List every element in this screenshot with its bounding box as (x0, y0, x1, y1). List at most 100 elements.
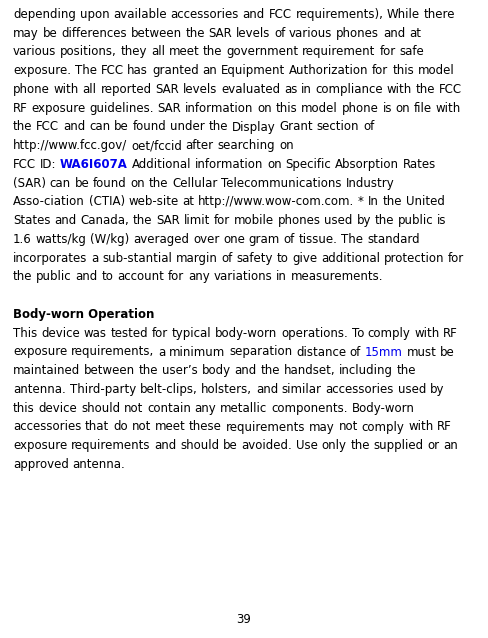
Text: tested: tested (110, 327, 148, 340)
Text: has: has (127, 64, 148, 77)
Text: RF: RF (13, 101, 28, 115)
Text: available: available (113, 8, 166, 21)
Text: the: the (383, 195, 402, 209)
Text: handset,: handset, (284, 364, 335, 377)
Text: differences: differences (61, 27, 126, 40)
Text: the: the (185, 27, 205, 40)
Text: the: the (375, 214, 394, 227)
Text: safe: safe (399, 45, 424, 59)
Text: for: for (448, 252, 465, 265)
Text: this: this (392, 64, 414, 77)
Text: contain: contain (147, 402, 191, 415)
Text: the: the (416, 83, 435, 96)
Text: Additional: Additional (132, 158, 191, 171)
Text: of: of (274, 27, 285, 40)
Text: section: section (317, 121, 359, 133)
Text: or: or (427, 439, 440, 452)
Text: of: of (284, 233, 295, 246)
Text: meet: meet (155, 420, 185, 433)
Text: the: the (13, 271, 33, 283)
Text: with: with (414, 327, 440, 340)
Text: Body-worn Operation: Body-worn Operation (13, 308, 154, 321)
Text: levels: levels (236, 27, 270, 40)
Text: To: To (351, 327, 364, 340)
Text: components.: components. (271, 402, 347, 415)
Text: the: the (397, 364, 416, 377)
Text: must: must (407, 346, 436, 359)
Text: that: that (85, 420, 109, 433)
Text: of: of (222, 252, 233, 265)
Text: user’s: user’s (162, 364, 198, 377)
Text: the: the (139, 364, 159, 377)
Text: by: by (356, 214, 371, 227)
Text: Cellular: Cellular (172, 177, 218, 189)
Text: antenna.: antenna. (73, 458, 125, 471)
Text: separation: separation (229, 346, 292, 359)
Text: be: be (75, 177, 89, 189)
Text: SAR: SAR (155, 83, 179, 96)
Text: they: they (121, 45, 147, 59)
Text: and: and (154, 439, 177, 452)
Text: States: States (13, 214, 50, 227)
Text: comply: comply (362, 420, 405, 433)
Text: supplied: supplied (374, 439, 424, 452)
Text: as: as (284, 83, 297, 96)
Text: be: be (42, 27, 57, 40)
Text: United: United (406, 195, 445, 209)
Text: account: account (117, 271, 164, 283)
Text: for: for (168, 271, 184, 283)
Text: be: be (440, 346, 455, 359)
Text: maintained: maintained (13, 364, 80, 377)
Text: this: this (13, 402, 35, 415)
Text: (W/kg): (W/kg) (90, 233, 129, 246)
Text: The: The (75, 64, 97, 77)
Text: metallic: metallic (220, 402, 267, 415)
Text: RF: RF (443, 327, 458, 340)
Text: between: between (84, 364, 135, 377)
Text: a: a (91, 252, 99, 265)
Text: the: the (133, 214, 152, 227)
Text: found: found (133, 121, 166, 133)
Text: found: found (93, 177, 127, 189)
Text: sub-stantial: sub-stantial (102, 252, 172, 265)
Text: 15mm: 15mm (365, 346, 403, 359)
Text: can: can (89, 121, 110, 133)
Text: for: for (372, 64, 388, 77)
Text: tissue.: tissue. (299, 233, 338, 246)
Text: requirements),: requirements), (295, 8, 383, 21)
Text: device: device (41, 327, 80, 340)
Text: compliance: compliance (316, 83, 383, 96)
Text: belt-clips,: belt-clips, (140, 383, 197, 396)
Text: variations: variations (213, 271, 272, 283)
Text: ID:: ID: (40, 158, 57, 171)
Text: and: and (256, 383, 278, 396)
Text: meet: meet (169, 45, 200, 59)
Text: for: for (214, 214, 230, 227)
Text: Display: Display (232, 121, 276, 133)
Text: mobile: mobile (234, 214, 274, 227)
Text: accessories: accessories (170, 8, 239, 21)
Text: in: in (301, 83, 312, 96)
Text: any: any (195, 402, 216, 415)
Text: The: The (341, 233, 363, 246)
Text: was: was (83, 327, 106, 340)
Text: in: in (276, 271, 287, 283)
Text: approved: approved (13, 458, 69, 471)
Text: web-site: web-site (128, 195, 179, 209)
Text: not: not (339, 420, 358, 433)
Text: an: an (203, 64, 217, 77)
Text: guidelines.: guidelines. (89, 101, 154, 115)
Text: on: on (131, 177, 145, 189)
Text: FCC: FCC (13, 158, 36, 171)
Text: FCC: FCC (439, 83, 462, 96)
Text: may: may (13, 27, 39, 40)
Text: requirement: requirement (302, 45, 376, 59)
Text: FCC: FCC (36, 121, 60, 133)
Text: various: various (13, 45, 57, 59)
Text: searching: searching (218, 139, 275, 152)
Text: by: by (430, 383, 444, 396)
Text: WA6I607A: WA6I607A (60, 158, 128, 171)
Text: reported: reported (101, 83, 151, 96)
Text: the: the (261, 364, 280, 377)
Text: In: In (368, 195, 379, 209)
